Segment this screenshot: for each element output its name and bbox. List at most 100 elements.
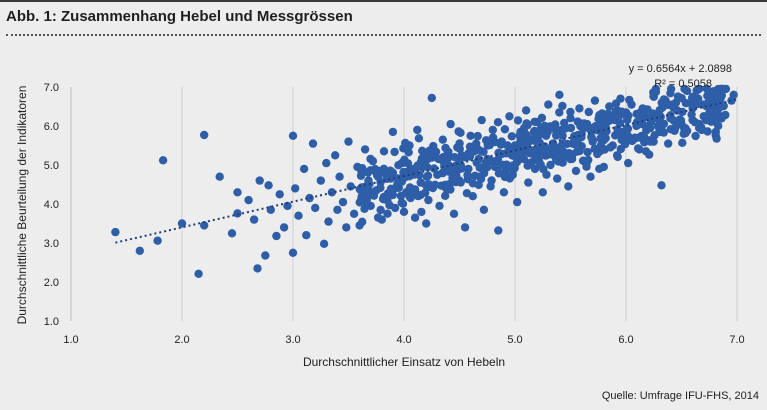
data-point [385, 168, 395, 177]
data-point [379, 168, 388, 177]
data-point [200, 130, 209, 140]
data-point [450, 153, 459, 162]
data-point [288, 131, 298, 140]
data-point [305, 193, 314, 203]
data-point [342, 223, 351, 232]
axes: 1.0 2.0 3.0 4.0 5.0 6.0 7.0 1.0 2.0 3.0 4.0 5.0 6.0 7… [44, 82, 745, 346]
data-point [570, 136, 579, 145]
data-point [557, 150, 567, 159]
data-point [439, 152, 448, 162]
x-tick-label: 7.0 [729, 334, 744, 346]
data-point [605, 102, 614, 111]
data-point [599, 124, 608, 134]
data-point [649, 88, 658, 97]
data-point [516, 153, 525, 162]
data-point [399, 207, 409, 216]
data-point [579, 119, 589, 128]
data-point [524, 178, 533, 187]
data-point [360, 145, 370, 154]
data-point [464, 149, 473, 158]
data-point [623, 115, 632, 125]
data-point [158, 156, 168, 165]
data-point [431, 147, 441, 156]
data-point [227, 229, 237, 238]
data-point [393, 174, 403, 183]
data-point [544, 100, 553, 109]
data-point [618, 133, 627, 142]
data-point [702, 84, 712, 94]
y-axis-label: Durchschnittliche Beurteilung der Indika… [15, 86, 29, 325]
data-point [493, 155, 503, 164]
data-point [718, 84, 728, 94]
data-point [505, 146, 514, 155]
data-point [288, 248, 298, 257]
x-tick-label: 3.0 [285, 334, 300, 346]
trendline-equation: y = 0.6564x + 2.0898 [629, 63, 732, 75]
data-point [694, 99, 703, 109]
data-point [521, 106, 531, 115]
data-point [215, 172, 224, 181]
data-point [496, 140, 506, 149]
data-point [616, 144, 625, 154]
data-point [373, 213, 383, 222]
data-point [261, 251, 270, 260]
data-point [413, 125, 422, 135]
data-point [421, 188, 430, 197]
data-point [520, 123, 529, 132]
x-tick-label: 1.0 [63, 334, 78, 346]
data-point [394, 161, 403, 170]
data-point [694, 84, 703, 94]
data-point [111, 227, 120, 237]
data-point [515, 131, 524, 140]
data-point [539, 165, 548, 174]
data-point [584, 107, 593, 117]
data-point [530, 117, 539, 127]
data-point [633, 144, 643, 153]
data-point [530, 136, 539, 145]
data-point [617, 107, 626, 116]
data-point [327, 188, 337, 197]
data-point [474, 180, 483, 190]
data-point [438, 135, 447, 144]
data-point [521, 136, 531, 146]
axis-labels: Durchschnittlicher Einsatz von Hebeln Du… [15, 63, 732, 369]
data-point [360, 204, 369, 213]
data-point [462, 189, 472, 198]
y-tick-label: 2.0 [44, 277, 59, 289]
trendline [115, 98, 738, 244]
data-points [111, 84, 738, 278]
data-point [279, 223, 289, 232]
source-note: Quelle: Umfrage IFU-FHS, 2014 [601, 390, 759, 402]
data-point [272, 231, 281, 241]
data-point [338, 197, 348, 207]
data-point [153, 236, 162, 245]
data-point [379, 147, 389, 156]
data-point [505, 174, 514, 183]
data-point [502, 160, 511, 169]
data-point [253, 264, 262, 273]
data-point [266, 205, 275, 214]
data-point [358, 164, 367, 173]
data-point [494, 162, 503, 171]
data-point [717, 91, 726, 100]
data-point [555, 90, 564, 100]
data-point [645, 150, 654, 159]
data-point [414, 134, 424, 143]
data-point [625, 95, 634, 105]
data-point [396, 191, 406, 201]
data-point [435, 201, 444, 211]
data-point [622, 123, 632, 133]
data-point [460, 223, 470, 232]
data-point [513, 197, 522, 207]
data-point [449, 209, 459, 218]
data-point [194, 269, 203, 278]
data-point [388, 127, 398, 137]
data-point [657, 123, 666, 132]
top-rule [0, 0, 767, 2]
data-point [566, 107, 575, 117]
data-point [331, 151, 340, 160]
data-point [494, 226, 503, 235]
data-point [379, 192, 388, 202]
data-point [360, 182, 369, 192]
data-point [678, 138, 687, 147]
